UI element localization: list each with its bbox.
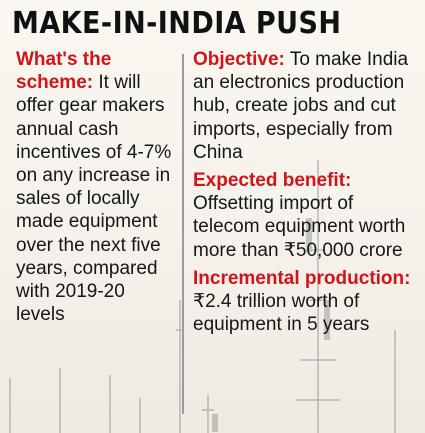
benefit-block: Expected benefit: Offsetting import of t…	[193, 169, 421, 262]
details-column: Objective: To make India an electronics …	[193, 48, 421, 336]
scheme-body: It will offer gear makers annual cash in…	[16, 72, 172, 326]
production-heading: Incremental production:	[193, 267, 411, 289]
scheme-block: What's the scheme: It will offer gear ma…	[16, 48, 178, 326]
objective-heading: Objective:	[193, 49, 285, 70]
scheme-heading: What's the scheme:	[16, 49, 112, 94]
scheme-column: What's the scheme: It will offer gear ma…	[16, 48, 178, 326]
headline: MAKE-IN-INDIA PUSH	[12, 6, 342, 41]
objective-block: Objective: To make India an electronics …	[193, 48, 421, 164]
benefit-body: Offsetting import of telecom equipment w…	[193, 193, 406, 261]
production-block: Incremental production: ₹2.4 trillion wo…	[193, 267, 421, 337]
benefit-heading: Expected benefit:	[193, 170, 352, 192]
objective-body: To make India an electronics production …	[193, 49, 409, 163]
column-divider	[182, 54, 184, 414]
production-body: ₹2.4 trillion worth of equipment in 5 ye…	[193, 291, 370, 336]
